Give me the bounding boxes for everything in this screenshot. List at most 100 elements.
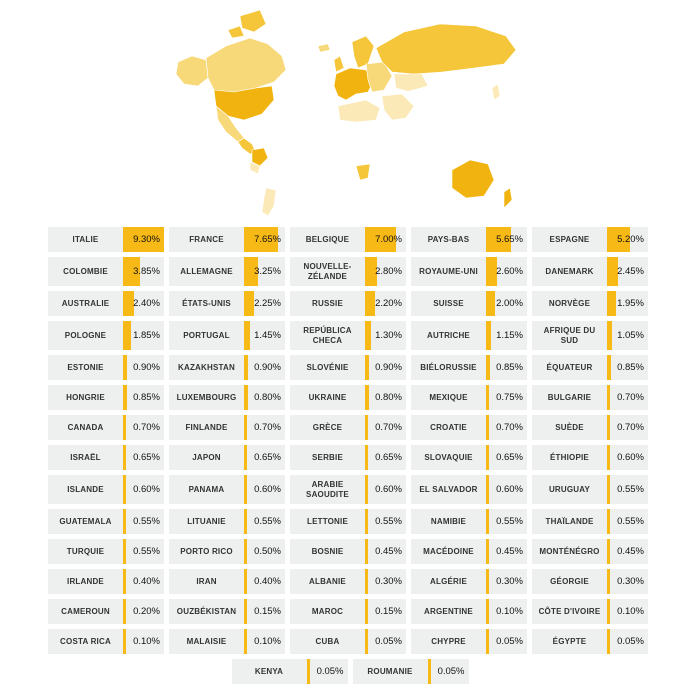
country-cell: COLOMBIE 3.85% (48, 257, 164, 286)
table-row: CAMEROUN 0.20% OUZBÉKISTAN 0.15% MAROC 0.15% A… (48, 599, 652, 624)
table-row: KENYA 0.05% ROUMANIE 0.05% (48, 659, 652, 684)
country-cell: ÉGYPTE 0.05% (532, 629, 648, 654)
country-name: NORVÈGE (532, 291, 607, 316)
value-cell: 0.30% (365, 569, 406, 594)
percentage-label: 0.60% (496, 484, 523, 495)
percentage-bar (365, 321, 371, 350)
country-cell: FRANCE 7.65% (169, 227, 285, 252)
percentage-bar (123, 599, 126, 624)
table-row: ISLANDE 0.60% PANAMA 0.60% ARABIE SAOUDITE 0.… (48, 475, 652, 504)
percentage-label: 0.30% (496, 576, 523, 587)
country-cell: ARABIE SAOUDITE 0.60% (290, 475, 406, 504)
value-cell: 0.65% (486, 445, 527, 470)
country-cell: ROUMANIE 0.05% (352, 659, 469, 684)
country-name: SUÈDE (532, 415, 607, 440)
percentage-label: 2.60% (496, 266, 523, 277)
value-cell: 0.05% (365, 629, 406, 654)
country-name: MALAISIE (169, 629, 244, 654)
percentage-bar (486, 321, 492, 350)
percentage-label: 0.15% (375, 606, 402, 617)
country-cell: AUSTRALIE 2.40% (48, 291, 164, 316)
country-cell: BULGARIE 0.70% (532, 385, 648, 410)
value-cell: 0.90% (365, 355, 406, 380)
value-cell: 9.30% (123, 227, 164, 252)
country-name: EL SALVADOR (411, 475, 486, 504)
country-cell: MALAISIE 0.10% (169, 629, 285, 654)
percentage-bar (244, 539, 247, 564)
percentage-bar (244, 291, 254, 316)
country-cell: ALGÉRIE 0.30% (411, 569, 527, 594)
country-name: CHYPRE (411, 629, 486, 654)
country-name: SUISSE (411, 291, 486, 316)
country-cell: HONGRIE 0.85% (48, 385, 164, 410)
country-name: NAMIBIE (411, 509, 486, 534)
value-cell: 0.50% (244, 539, 285, 564)
percentage-bar (244, 385, 248, 410)
percentage-label: 0.85% (133, 392, 160, 403)
percentage-bar (486, 475, 489, 504)
country-cell: PANAMA 0.60% (169, 475, 285, 504)
country-cell: BELGIQUE 7.00% (290, 227, 406, 252)
percentage-bar (607, 475, 610, 504)
table-row: AUSTRALIE 2.40% ÉTATS-UNIS 2.25% RUSSIE 2.20%… (48, 291, 652, 316)
value-cell: 2.20% (365, 291, 406, 316)
country-name: GUATEMALA (48, 509, 123, 534)
percentage-bar (486, 415, 490, 440)
country-cell: ESPAGNE 5.20% (532, 227, 648, 252)
country-cell: MAROC 0.15% (290, 599, 406, 624)
percentage-bar (244, 321, 251, 350)
table-row: ISRAËL 0.65% JAPON 0.65% SERBIE 0.65% SLOVAQUI… (48, 445, 652, 470)
value-cell: 0.05% (306, 659, 348, 684)
map-iceland (317, 43, 331, 53)
percentage-label: 0.65% (133, 452, 160, 463)
value-cell: 2.80% (365, 257, 406, 286)
country-name: ARGENTINE (411, 599, 486, 624)
value-cell: 3.25% (244, 257, 285, 286)
country-cell: MACÉDOINE 0.45% (411, 539, 527, 564)
country-cell: CANADA 0.70% (48, 415, 164, 440)
percentage-bar (123, 321, 132, 350)
country-name: FINLANDE (169, 415, 244, 440)
percentage-bar (365, 599, 368, 624)
percentage-bar (607, 539, 610, 564)
country-name: CAMEROUN (48, 599, 123, 624)
country-name: CÔTE D'IVOIRE (532, 599, 607, 624)
percentage-label: 0.50% (254, 546, 281, 557)
country-name: DANEMARK (532, 257, 607, 286)
percentage-label: 0.05% (375, 636, 402, 647)
percentage-bar (123, 227, 164, 252)
map-north-africa (337, 99, 381, 123)
percentage-bar (244, 569, 247, 594)
percentage-bar (244, 629, 247, 654)
country-name: BOSNIE (290, 539, 365, 564)
country-name: IRAN (169, 569, 244, 594)
country-cell: ÉQUATEUR 0.85% (532, 355, 648, 380)
value-cell: 0.85% (486, 355, 527, 380)
percentage-label: 0.55% (617, 484, 644, 495)
country-cell: NAMIBIE 0.55% (411, 509, 527, 534)
percentage-bar (607, 257, 618, 286)
percentage-label: 1.05% (617, 330, 644, 341)
value-cell: 1.05% (607, 321, 648, 350)
map-greenland (265, 3, 313, 55)
percentage-bar (123, 445, 126, 470)
country-name: SLOVÉNIE (290, 355, 365, 380)
percentage-label: 0.70% (496, 422, 523, 433)
value-cell: 0.75% (486, 385, 527, 410)
country-name: CUBA (290, 629, 365, 654)
percentage-label: 0.45% (375, 546, 402, 557)
percentage-label: 0.55% (133, 546, 160, 557)
country-name: ÉTHIOPIE (532, 445, 607, 470)
country-cell: NORVÈGE 1.95% (532, 291, 648, 316)
percentage-bar (244, 227, 278, 252)
map-australia (451, 159, 495, 199)
percentage-bar (486, 257, 498, 286)
table-row: COLOMBIE 3.85% ALLEMAGNE 3.25% NOUVELLE-ZÉLA… (48, 257, 652, 286)
country-cell: CROATIE 0.70% (411, 415, 527, 440)
map-ecuador (249, 161, 261, 175)
percentage-bar (306, 659, 310, 684)
percentage-bar (486, 385, 490, 410)
map-alaska (175, 55, 209, 87)
country-name: OUZBÉKISTAN (169, 599, 244, 624)
percentage-label: 0.05% (316, 666, 344, 677)
